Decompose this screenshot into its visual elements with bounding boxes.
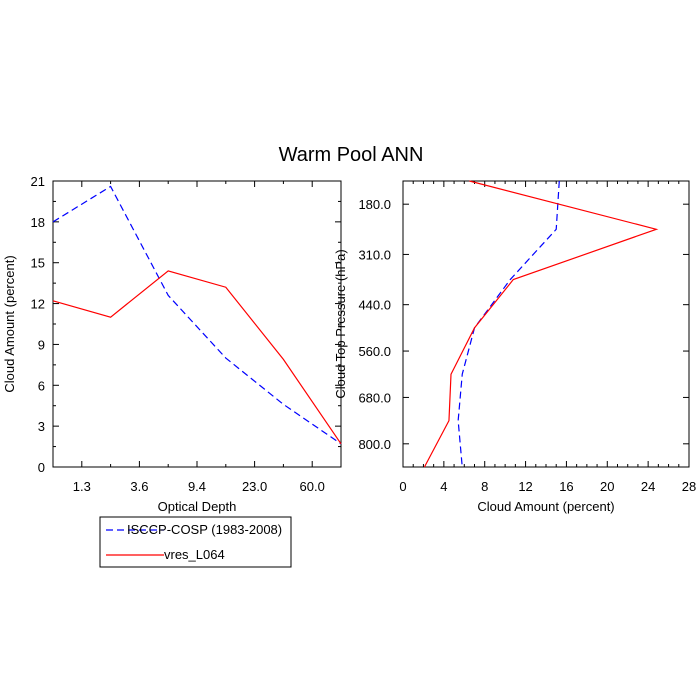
x-tick-label: 23.0 (242, 479, 267, 494)
right-plot-frame (402, 180, 690, 468)
y-tick-label: 440.0 (358, 298, 391, 313)
y-tick-label: 680.0 (358, 390, 391, 405)
x-tick-label: 0 (399, 479, 406, 494)
cloud-top-pressure-plot: 0 4 8 12 16 20 24 28 180.0 310.0 440.0 560.0 680.0 80… (333, 180, 696, 514)
y-axis-label: Cloud Amount (percent) (2, 255, 17, 392)
y-tick-label: 6 (38, 378, 45, 393)
x-tick-label: 28 (682, 479, 696, 494)
x-tick-label: 16 (559, 479, 573, 494)
x-tick-label: 8 (481, 479, 488, 494)
series-line-model (423, 180, 659, 468)
x-tick-label: 9.4 (188, 479, 206, 494)
x-tick-label: 4 (440, 479, 447, 494)
legend-label-model: vres_L064 (164, 547, 225, 562)
legend-box (99, 516, 292, 568)
x-tick-label: 24 (641, 479, 655, 494)
series-line-obs (52, 185, 342, 445)
y-tick-label: 15 (31, 256, 45, 271)
chart-title: Warm Pool ANN (279, 144, 424, 166)
legend: ISCCP-COSP (1983-2008) vres_L064 (99, 516, 292, 568)
series-line-model (52, 270, 342, 445)
y-tick-label: 560.0 (358, 344, 391, 359)
left-plot-frame (52, 180, 342, 468)
y-tick-label: 180.0 (358, 197, 391, 212)
y-tick-label: 3 (38, 419, 45, 434)
x-axis-label: Cloud Amount (percent) (477, 499, 614, 514)
x-tick-label: 1.3 (73, 479, 91, 494)
y-tick-label: 0 (38, 460, 45, 475)
y-tick-label: 800.0 (358, 437, 391, 452)
x-tick-label: 60.0 (300, 479, 325, 494)
legend-label-obs: ISCCP-COSP (1983-2008) (127, 522, 282, 537)
y-tick-label: 310.0 (358, 247, 391, 262)
optical-depth-plot: 1.3 3.6 9.4 23.0 60.0 0 3 6 9 12 15 18 21 Optical Dep… (2, 174, 342, 514)
y-tick-label: 9 (38, 337, 45, 352)
x-tick-label: 20 (600, 479, 614, 494)
x-axis-label: Optical Depth (158, 499, 237, 514)
x-tick-label: 12 (518, 479, 532, 494)
y-tick-label: 18 (31, 215, 45, 230)
x-tick-label: 3.6 (130, 479, 148, 494)
series-line-obs (457, 180, 560, 468)
y-tick-label: 21 (31, 174, 45, 189)
y-tick-label: 12 (31, 297, 45, 312)
y-axis-label: Cloud Top Pressure (hPa) (333, 249, 348, 398)
